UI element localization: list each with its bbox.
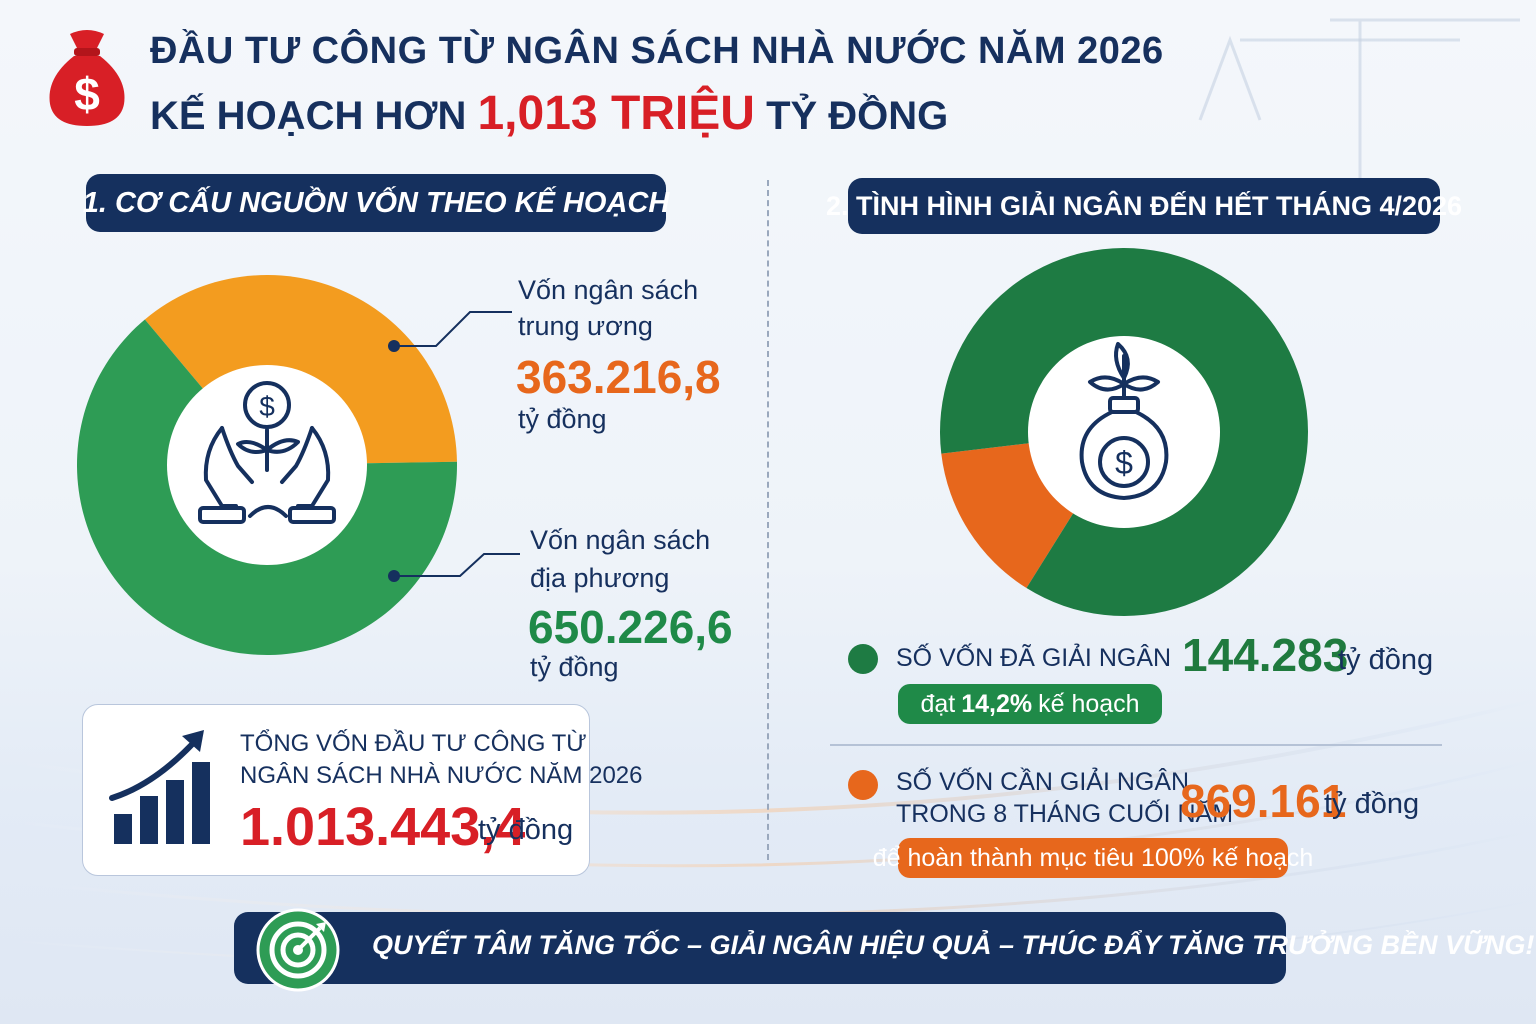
badge-suffix: kế hoạch	[1038, 689, 1140, 718]
donut-chart-disbursement: $	[940, 248, 1308, 616]
badge-percent: 14,2%	[961, 689, 1033, 718]
central-budget-label-line1: Vốn ngân sách	[518, 275, 699, 305]
svg-text:$: $	[259, 391, 275, 422]
section2-title: 2. TÌNH HÌNH GIẢI NGÂN ĐẾN HẾT THÁNG 4/2…	[826, 178, 1462, 234]
target-icon	[256, 908, 340, 992]
horizontal-divider	[830, 744, 1442, 746]
total-label-line2: NGÂN SÁCH NHÀ NƯỚC NĂM 2026	[240, 762, 643, 789]
page-title-line1: ĐẦU TƯ CÔNG TỪ NGÂN SÁCH NHÀ NƯỚC NĂM 20…	[150, 30, 1164, 72]
vertical-divider	[767, 180, 769, 860]
remaining-label-line2: TRONG 8 THÁNG CUỐI NĂM	[896, 800, 1234, 828]
remaining-legend-dot	[848, 770, 878, 800]
donut1-slice-central	[144, 275, 457, 465]
total-label: TỔNG VỐN ĐẦU TƯ CÔNG TỪ NGÂN SÁCH NHÀ NƯ…	[240, 728, 643, 792]
central-budget-unit: tỷ đồng	[518, 404, 607, 434]
remaining-unit: tỷ đồng	[1324, 788, 1420, 820]
growth-chart-icon	[109, 730, 210, 844]
donut1-leader-lines	[388, 311, 520, 582]
remaining-label: SỐ VỐN CẦN GIẢI NGÂN TRONG 8 THÁNG CUỐI …	[896, 766, 1233, 830]
hands-plant-coin-icon: $	[198, 381, 336, 524]
local-budget-unit: tỷ đồng	[530, 652, 619, 682]
disbursed-legend-dot	[848, 644, 878, 674]
remaining-target-badge: để hoàn thành mục tiêu 100% kế hoạch	[873, 838, 1313, 878]
central-budget-label-line2: trung ương	[518, 311, 653, 341]
footer-banner	[234, 912, 1286, 984]
svg-text:$: $	[1115, 445, 1133, 481]
disbursed-label: SỐ VỐN ĐÃ GIẢI NGÂN	[896, 644, 1172, 672]
local-budget-label-line2: địa phương	[530, 563, 670, 593]
svg-text:$: $	[74, 68, 100, 120]
donut2-hole	[1028, 336, 1220, 528]
local-budget-label-line1: Vốn ngân sách	[530, 525, 711, 555]
title-suffix: TỶ ĐỒNG	[766, 94, 949, 138]
total-unit: tỷ đồng	[478, 814, 574, 846]
total-label-line1: TỔNG VỐN ĐẦU TƯ CÔNG TỪ	[240, 730, 587, 757]
disbursed-value: 144.283	[1182, 629, 1349, 681]
section1-title: 1. CƠ CẤU NGUỒN VỐN THEO KẾ HOẠCH	[83, 174, 669, 232]
disbursed-unit: tỷ đồng	[1338, 644, 1434, 676]
money-jar-plant-icon: $	[1079, 342, 1169, 500]
central-budget-value: 363.216,8	[516, 351, 721, 403]
page-title-line2: KẾ HOẠCH HƠN 1,013 TRIỆU TỶ ĐỒNG	[150, 86, 948, 141]
remaining-label-line1: SỐ VỐN CẦN GIẢI NGÂN	[896, 768, 1190, 796]
badge-prefix: đạt	[920, 689, 956, 718]
footer-slogan: QUYẾT TÂM TĂNG TỐC – GIẢI NGÂN HIỆU QUẢ …	[372, 930, 1535, 960]
remaining-value: 869.161	[1180, 775, 1347, 827]
title-prefix: KẾ HOẠCH HƠN	[150, 94, 467, 138]
total-value: 1.013.443,4	[240, 797, 526, 857]
money-bag-icon: $	[49, 30, 125, 126]
disbursed-percent-badge: đạt 14,2% kế hoạch	[898, 684, 1162, 724]
title-highlight: 1,013 TRIỆU	[477, 87, 755, 140]
donut-chart-budget-structure: $	[77, 275, 458, 655]
local-budget-value: 650.226,6	[528, 601, 733, 653]
